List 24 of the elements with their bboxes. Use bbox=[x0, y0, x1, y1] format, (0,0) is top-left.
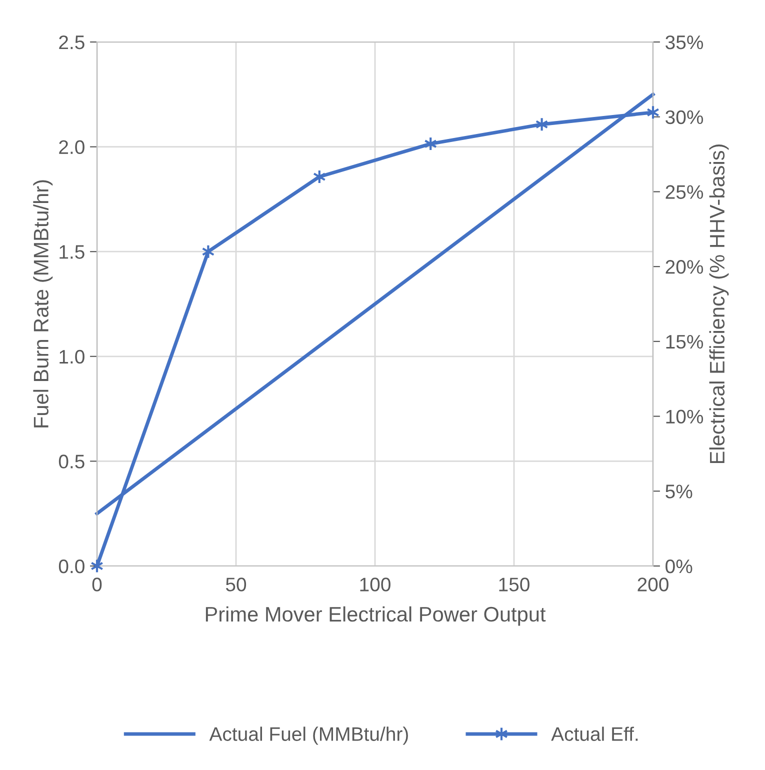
y-axis-title: Fuel Burn Rate (MMBtu/hr) bbox=[33, 180, 53, 428]
x-tick-label: 0 bbox=[92, 578, 102, 592]
x-tick-label: 150 bbox=[499, 578, 530, 592]
y-tick-label: 2.0 bbox=[59, 140, 84, 154]
y2-tick-label: 35% bbox=[666, 35, 704, 50]
y-tick-label: 0.5 bbox=[58, 454, 84, 468]
legend-label: Actual Eff. bbox=[551, 726, 638, 741]
x-tick-label: 50 bbox=[226, 578, 246, 592]
y2-tick-label: 30% bbox=[666, 110, 704, 124]
y-tick-label: 2.5 bbox=[59, 35, 84, 50]
y2-tick-label: 20% bbox=[666, 260, 704, 274]
y2-axis-title: Electrical Efficiency (% HHV-basis) bbox=[709, 144, 729, 464]
y2-tick-label: 10% bbox=[666, 410, 704, 424]
y-tick-label: 1.0 bbox=[60, 350, 84, 364]
x-tick-label: 200 bbox=[638, 578, 668, 592]
legend-label: Actual Fuel (MMBtu/hr) bbox=[209, 726, 408, 745]
x-tick-label: 100 bbox=[360, 578, 390, 592]
y-tick-label: 1.5 bbox=[60, 245, 84, 259]
y2-tick-label: 0% bbox=[666, 559, 692, 574]
y2-tick-label: 15% bbox=[666, 334, 704, 349]
y2-tick-label: 5% bbox=[666, 484, 692, 498]
y-tick-label: 0.0 bbox=[58, 559, 84, 574]
x-axis-title: Prime Mover Electrical Power Output bbox=[206, 606, 546, 626]
y2-tick-label: 25% bbox=[666, 185, 704, 199]
